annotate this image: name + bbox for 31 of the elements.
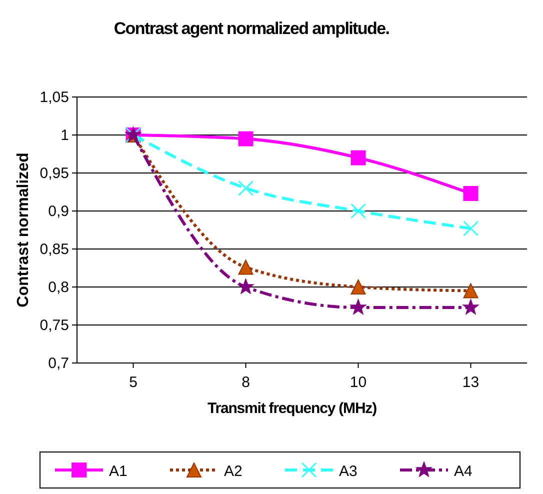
point bbox=[462, 299, 479, 314]
legend-label: A4 bbox=[454, 463, 472, 480]
y-tick-label: 0,95 bbox=[40, 165, 69, 182]
legend-label: A2 bbox=[224, 463, 242, 480]
x-tick-label: 5 bbox=[129, 374, 138, 391]
point bbox=[463, 220, 478, 236]
point bbox=[238, 131, 254, 146]
y-tick-label: 0,8 bbox=[48, 279, 69, 296]
y-tick-label: 1 bbox=[60, 127, 69, 144]
point bbox=[238, 278, 254, 294]
y-tick-label: 0,75 bbox=[40, 317, 69, 334]
legend-label: A1 bbox=[109, 463, 128, 480]
point bbox=[463, 283, 478, 298]
x-axis-title: Transmit frequency (MHz) bbox=[208, 400, 378, 417]
legend-label: A3 bbox=[339, 463, 358, 480]
point bbox=[350, 150, 366, 166]
y-tick-label: 0,9 bbox=[48, 203, 69, 220]
point bbox=[350, 203, 366, 219]
y-tick-label: 0,85 bbox=[40, 241, 69, 258]
point bbox=[350, 280, 366, 294]
point bbox=[238, 180, 254, 196]
y-axis-title: Contrast normalized bbox=[15, 152, 32, 308]
point bbox=[463, 186, 478, 202]
x-tick-label: 8 bbox=[242, 374, 250, 391]
point bbox=[350, 299, 366, 314]
y-tick-label: 0,7 bbox=[48, 355, 69, 372]
x-tick-label: 10 bbox=[350, 374, 367, 391]
y-tick-label: 1,05 bbox=[40, 89, 69, 106]
chart-title: Contrast agent normalized amplitude. bbox=[114, 19, 390, 38]
point bbox=[238, 260, 254, 275]
x-tick-label: 13 bbox=[462, 374, 480, 391]
